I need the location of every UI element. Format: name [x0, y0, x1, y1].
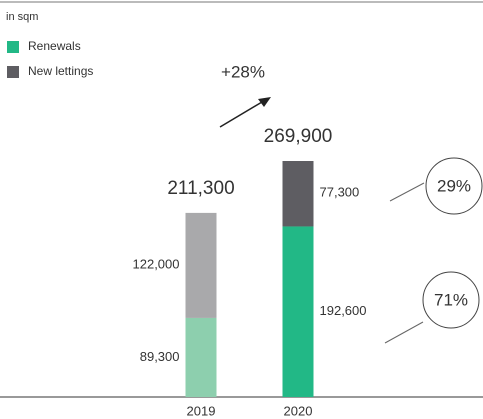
growth-label: +28%: [221, 62, 265, 81]
growth-arrow: [219, 101, 263, 128]
share-label: 71%: [434, 290, 468, 309]
share-label: 29%: [437, 176, 471, 195]
share-circle: [425, 157, 483, 215]
share-circle: [422, 271, 480, 329]
total-label: 269,900: [264, 126, 333, 147]
segment-label: 192,600: [320, 303, 367, 318]
share-connector: [384, 321, 424, 344]
x-tick-label: 2019: [187, 403, 216, 418]
bar-segment: [185, 317, 217, 397]
segment-label: 89,300: [140, 349, 180, 364]
arrow-head: [258, 97, 271, 107]
total-label: 211,300: [167, 178, 234, 199]
bar-segment: [282, 226, 314, 397]
x-tick-label: 2020: [284, 403, 313, 418]
segment-label: 77,300: [320, 185, 360, 200]
legend-swatch: [7, 66, 19, 78]
bar-segment: [185, 212, 217, 318]
legend-label: Renewals: [28, 39, 81, 53]
legend-label: New lettings: [28, 64, 93, 78]
bar-segment: [282, 161, 314, 227]
subtitle: in sqm: [6, 11, 38, 23]
legend-swatch: [7, 41, 19, 53]
share-connector: [389, 182, 425, 202]
segment-label: 122,000: [133, 256, 180, 271]
